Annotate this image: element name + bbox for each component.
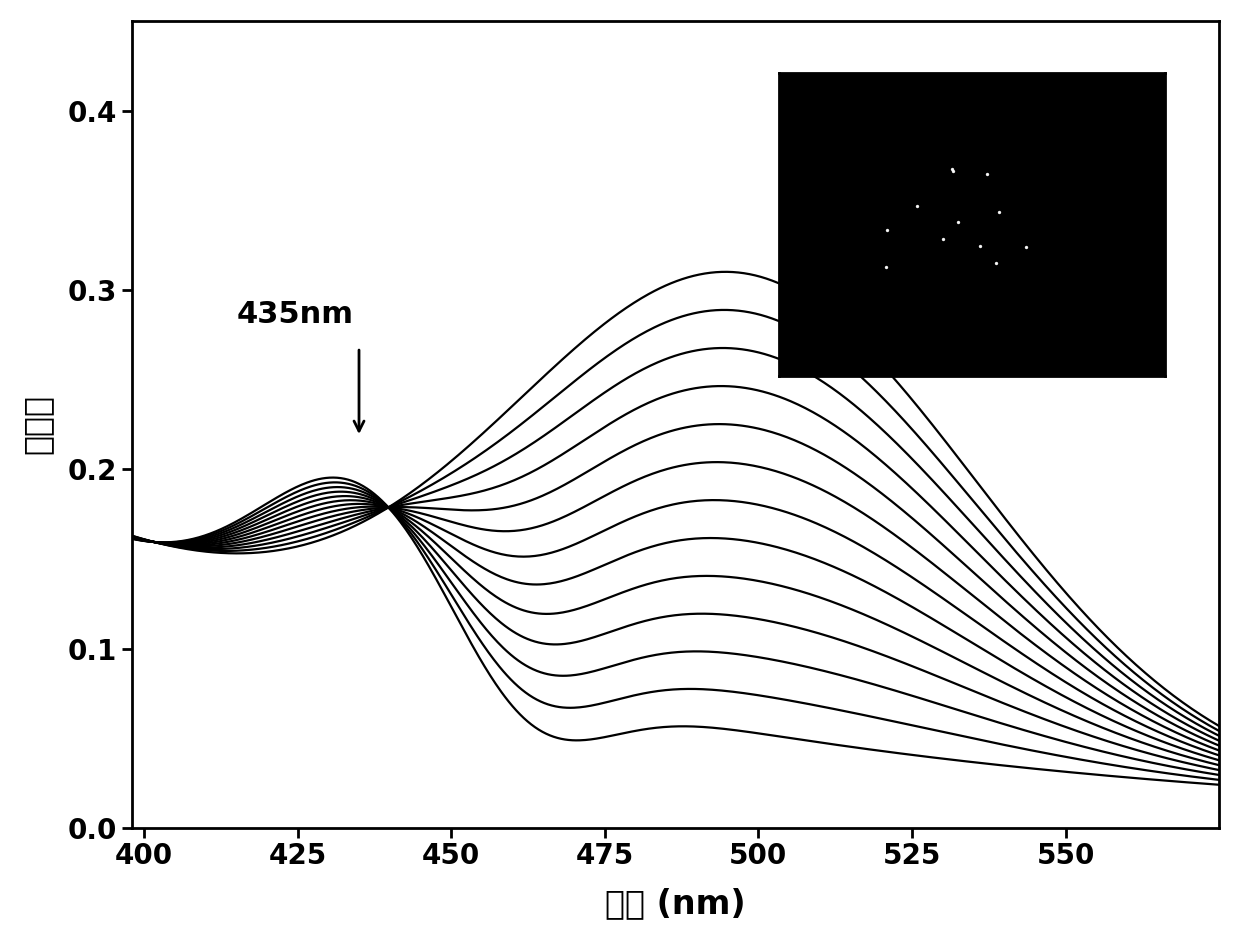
Text: 黄色   粉色: 黄色 粉色 (918, 227, 1004, 251)
X-axis label: 波长 (nm): 波长 (nm) (605, 887, 745, 920)
Y-axis label: 吸光度: 吸光度 (21, 394, 53, 455)
Text: 435nm: 435nm (236, 300, 353, 329)
Text: 500nm: 500nm (903, 272, 1019, 301)
